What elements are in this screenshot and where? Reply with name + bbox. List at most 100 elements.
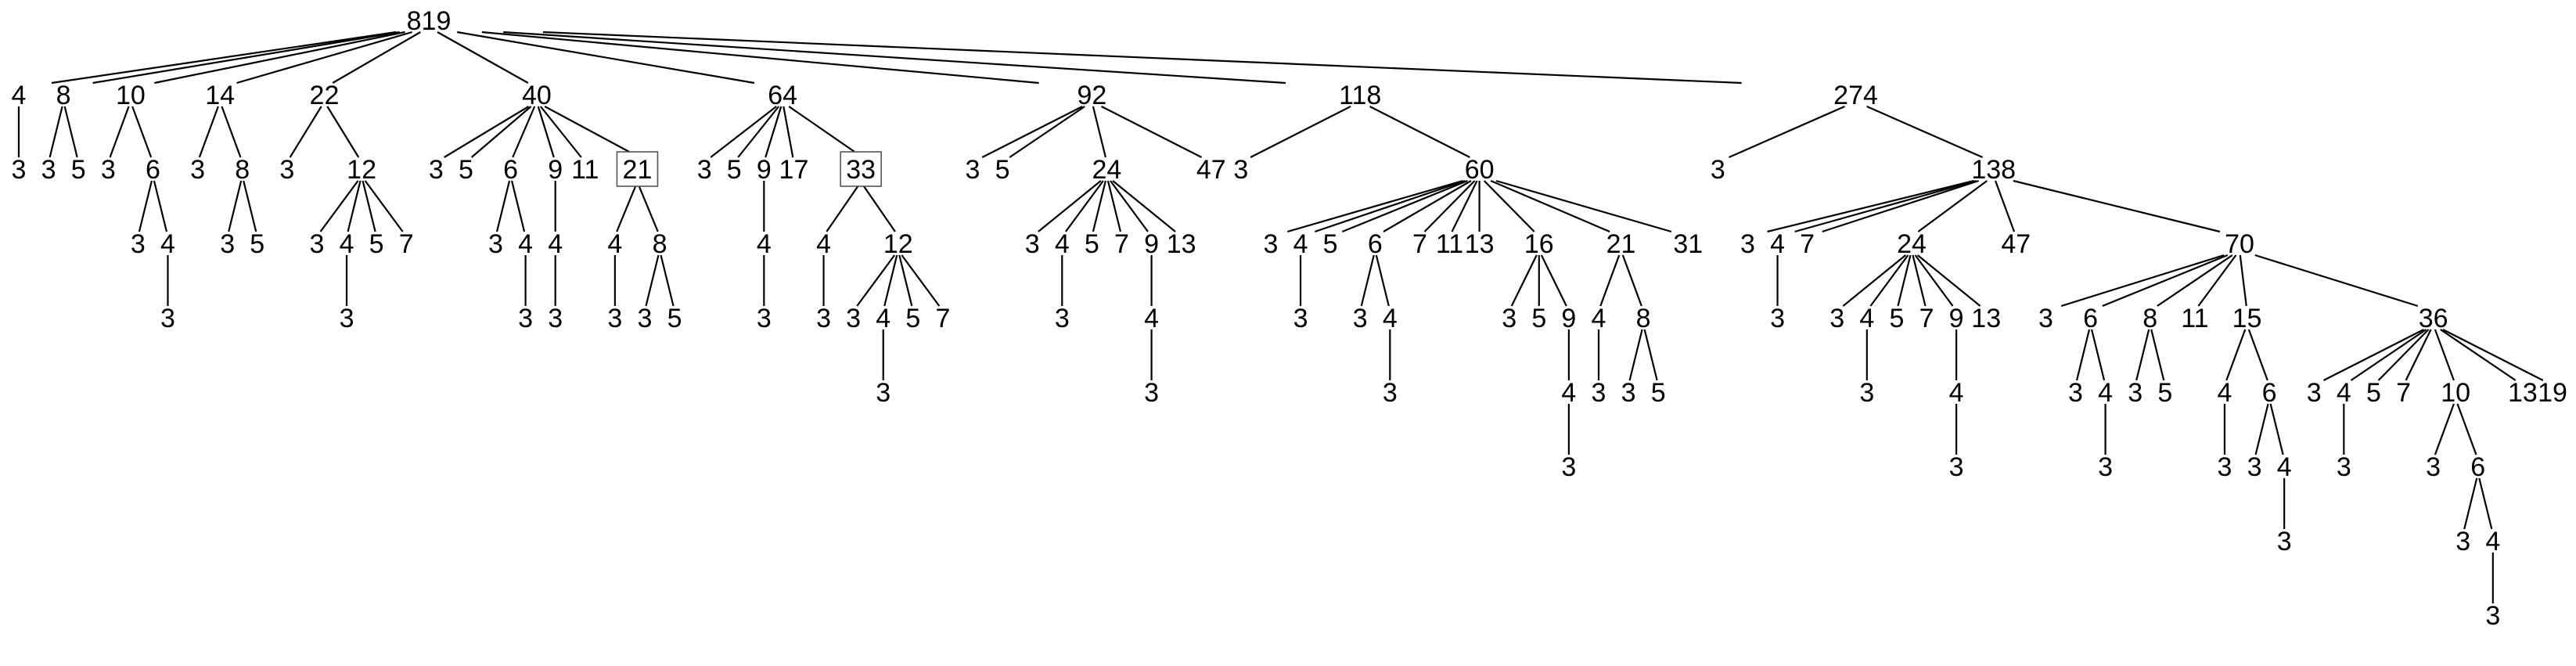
node-label: 5: [1085, 229, 1099, 259]
tree-node: 819: [407, 6, 452, 36]
node-label: 24: [1897, 229, 1927, 259]
tree-edge: [1376, 255, 1389, 306]
tree-node: 3: [309, 229, 324, 259]
node-label: 4: [2098, 378, 2113, 408]
tree-node: 3: [2247, 452, 2262, 482]
node-label: 33: [846, 155, 876, 185]
node-label: 9: [548, 155, 563, 185]
node-label: 3: [757, 304, 772, 333]
node-label: 3: [816, 304, 831, 333]
tree-node: 4: [2485, 527, 2500, 556]
node-label: 4: [1144, 304, 1159, 333]
tree-edge: [1913, 255, 1926, 306]
tree-node: 4: [1383, 304, 1398, 333]
tree-node: 5: [1651, 378, 1666, 408]
tree-node: 7: [1800, 229, 1815, 259]
tree-node: 5: [250, 229, 264, 259]
tree-node: 5: [1889, 304, 1904, 333]
tree-node: 3: [2455, 527, 2470, 556]
tree-edge: [1600, 255, 1619, 306]
tree-edge: [857, 255, 894, 306]
node-label: 16: [1524, 229, 1554, 259]
node-label: 3: [518, 304, 533, 333]
tree-node: 4: [816, 229, 831, 259]
node-label: 5: [905, 304, 920, 333]
tree-edge: [2103, 255, 2228, 306]
tree-edge: [1038, 181, 1101, 232]
node-label: 3: [638, 304, 653, 333]
tree-node: 4: [12, 81, 27, 110]
node-label: 3: [846, 304, 861, 333]
tree-edge: [617, 186, 635, 232]
tree-node: 70: [2225, 229, 2254, 259]
tree-node: 3: [1383, 378, 1398, 408]
node-label: 5: [2366, 378, 2381, 408]
tree-node: 3: [1353, 304, 1368, 333]
node-label: 4: [548, 229, 563, 259]
tree-edge: [321, 181, 358, 232]
node-label: 3: [1621, 378, 1636, 408]
tree-node: 3: [340, 304, 354, 333]
node-label: 4: [160, 229, 175, 259]
tree-node: 4: [1770, 229, 1785, 259]
tree-edge: [1843, 255, 1905, 306]
tree-node: 3: [2098, 452, 2113, 482]
tree-edge: [1108, 181, 1121, 232]
tree-edge: [1542, 255, 1567, 306]
node-label: 15: [2232, 304, 2262, 333]
tree-node: 24: [1897, 229, 1927, 259]
node-label: 47: [1196, 155, 1226, 185]
tree-edge: [1009, 106, 1085, 157]
tree-node: 3: [1293, 304, 1308, 333]
tree-node: 3: [816, 304, 831, 333]
tree-edge: [2013, 181, 2220, 232]
tree-node: 24: [1092, 155, 1122, 185]
node-label: 4: [1859, 304, 1874, 333]
node-label: 4: [757, 229, 772, 259]
tree-node: 3: [429, 155, 444, 185]
tree-edge: [110, 106, 129, 157]
node-label: 13: [2508, 378, 2538, 408]
tree-node: 3: [2307, 378, 2322, 408]
tree-edge: [154, 32, 405, 83]
tree-node: 21: [617, 152, 657, 186]
tree-node: 3: [1740, 229, 1755, 259]
tree-node: 3: [1859, 378, 1874, 408]
tree-node: 4: [1592, 304, 1606, 333]
node-label: 819: [407, 6, 452, 36]
tree-edge: [789, 106, 854, 152]
node-label: 138: [1971, 155, 2016, 185]
node-label: 3: [2426, 452, 2441, 482]
tree-node: 13: [1167, 229, 1196, 259]
node-label: 13: [1167, 229, 1196, 259]
node-label: 8: [56, 81, 71, 110]
tree-node: 3: [2485, 601, 2500, 631]
tree-edge: [1496, 181, 1671, 232]
tree-edge: [2435, 404, 2454, 455]
node-label: 3: [876, 378, 890, 408]
tree-node: 3: [1592, 378, 1606, 408]
tree-node: 7: [1919, 304, 1934, 333]
tree-node: 15: [2232, 304, 2262, 333]
tree-node: 4: [518, 229, 533, 259]
tree-edge: [1630, 329, 1642, 380]
tree-edge: [2457, 404, 2476, 455]
node-label: 9: [1949, 304, 1964, 333]
node-label: 5: [667, 304, 682, 333]
tree-edge: [132, 106, 151, 157]
node-label: 3: [1263, 229, 1278, 259]
node-label: 21: [623, 155, 653, 185]
tree-edge: [363, 181, 376, 232]
node-label: 4: [816, 229, 831, 259]
node-label: 4: [1770, 229, 1785, 259]
tree-edge: [482, 32, 1039, 83]
tree-node: 3: [638, 304, 653, 333]
node-label: 118: [1339, 81, 1381, 110]
tree-edge: [1102, 106, 1202, 157]
tree-edge: [2271, 404, 2283, 455]
tree-node: 36: [2419, 304, 2448, 333]
tree-node: 3: [101, 155, 116, 185]
node-label: 5: [2157, 378, 2172, 408]
tree-edge: [864, 186, 895, 232]
node-label: 3: [488, 229, 503, 259]
